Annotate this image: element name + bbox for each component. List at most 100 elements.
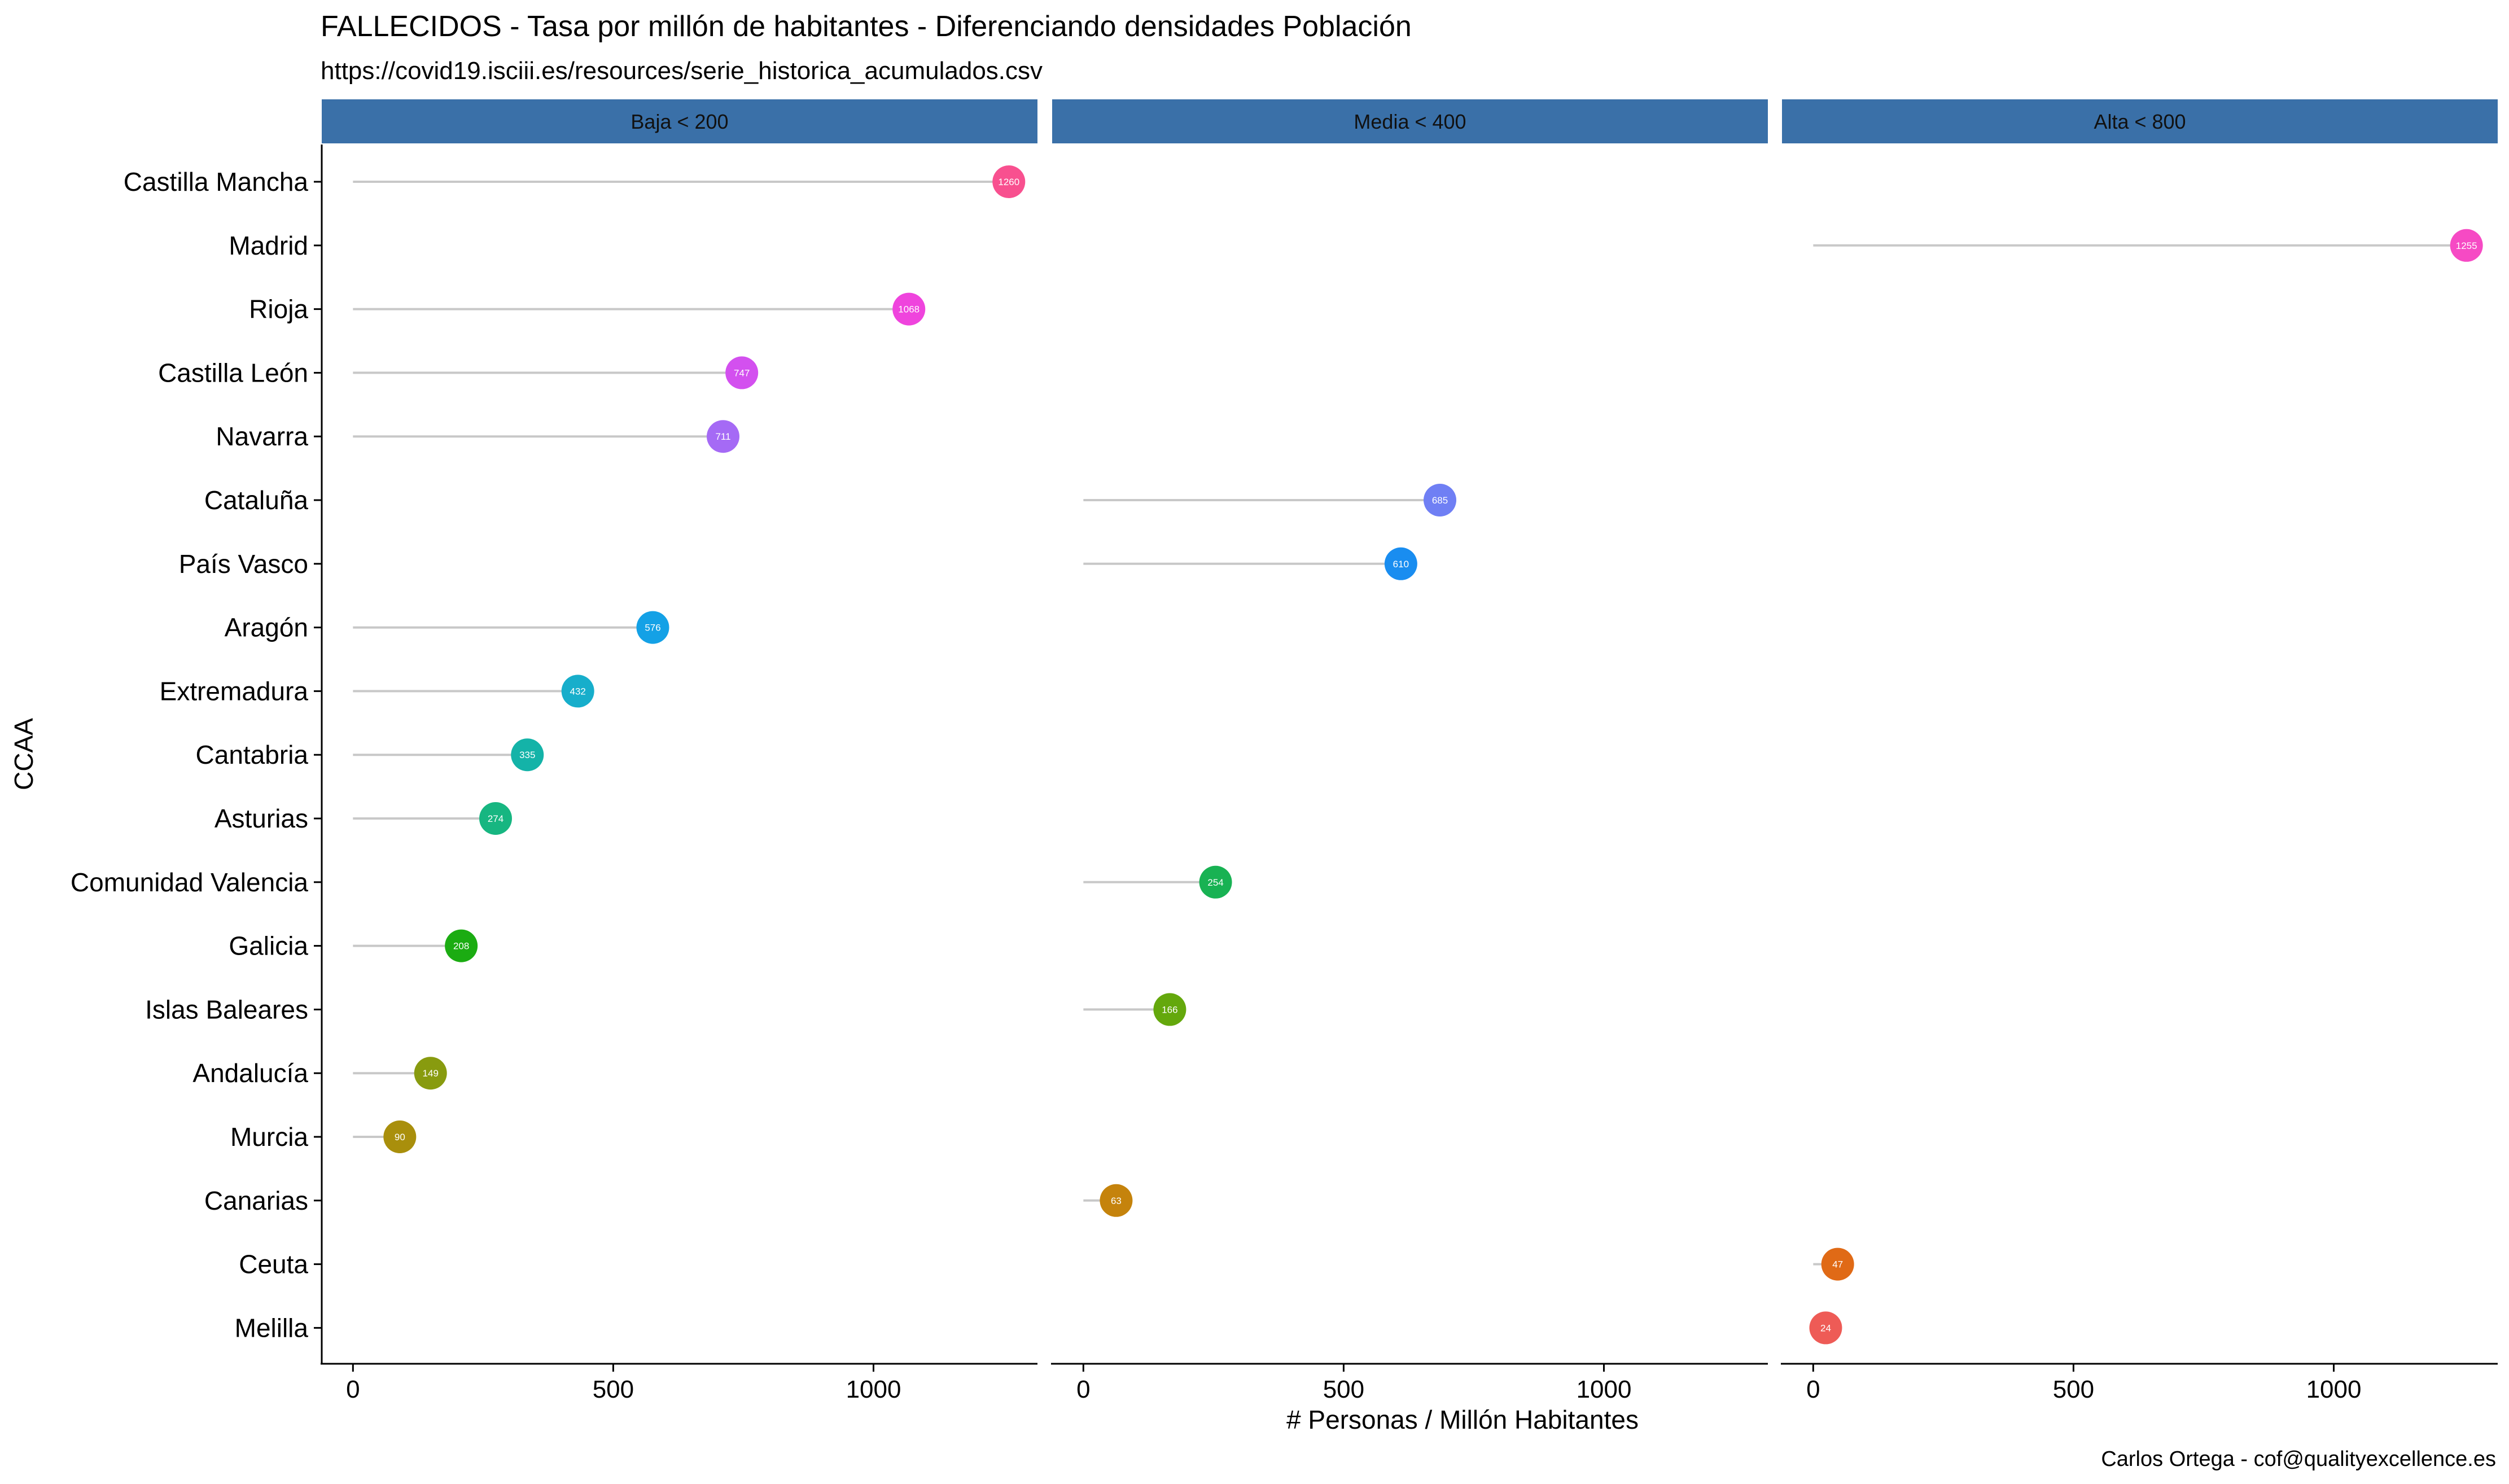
y-tick-label: Comunidad Valencia	[71, 868, 308, 897]
data-label: 208	[453, 941, 469, 952]
y-tick-label: Cataluña	[204, 485, 309, 515]
y-tick-label: Cantabria	[196, 740, 309, 769]
data-label: 685	[1432, 495, 1448, 506]
lollipop-dot	[992, 165, 1026, 198]
lollipop: 747	[353, 356, 759, 389]
y-tick-label: Rioja	[249, 295, 308, 324]
lollipop-dot	[479, 802, 513, 835]
lollipop: 610	[1083, 547, 1417, 580]
lollipop: 47	[1813, 1247, 1854, 1281]
data-label: 1255	[2456, 240, 2477, 251]
y-axis-title: CCAA	[9, 718, 38, 790]
y-tick-label: Extremadura	[160, 676, 309, 706]
lollipop: 166	[1083, 993, 1186, 1026]
y-tick-label: Castilla Mancha	[124, 167, 309, 196]
data-label: 47	[1832, 1259, 1843, 1270]
facet-panel: Alta < 800 0 500 1000	[1781, 99, 2498, 1403]
facet-strip-label: Alta < 800	[2094, 110, 2186, 133]
lollipop: 1260	[353, 165, 1026, 198]
x-tick-label: 1000	[1577, 1376, 1632, 1403]
facet-panel: Media < 400 0 500 1000	[1051, 99, 1768, 1403]
lollipop: 1068	[353, 292, 926, 326]
x-tick-label: 0	[346, 1376, 360, 1403]
chart-title: FALLECIDOS - Tasa por millón de habitant…	[321, 10, 1412, 43]
lollipop-dot	[636, 611, 669, 644]
data-label: 166	[1162, 1004, 1177, 1015]
y-tick-label: Canarias	[204, 1186, 308, 1215]
lollipop: 335	[353, 738, 544, 772]
x-tick-label: 1000	[2306, 1376, 2362, 1403]
lollipop: 24	[1809, 1311, 1842, 1345]
lollipop: 63	[1083, 1184, 1133, 1217]
lollipop: 685	[1083, 484, 1457, 516]
x-tick-label: 500	[593, 1376, 634, 1403]
y-tick-label: Islas Baleares	[145, 995, 308, 1024]
y-tick-label: Galicia	[229, 931, 308, 961]
lollipop-dot	[561, 675, 594, 708]
lollipop-dot	[1384, 547, 1417, 580]
y-tick-label: Navarra	[216, 422, 308, 451]
lollipop: 711	[353, 420, 740, 453]
lollipop: 432	[353, 675, 594, 708]
lollipop-dot	[1100, 1184, 1133, 1217]
data-label: 432	[570, 686, 586, 697]
data-label: 335	[519, 750, 535, 760]
facet-panel: Baja < 200 0 500 1000	[321, 99, 1037, 1403]
data-label: 254	[1207, 877, 1223, 888]
lollipop-dot	[1821, 1247, 1854, 1281]
lollipop-dot	[414, 1057, 447, 1090]
y-tick-label: Castilla León	[158, 358, 308, 387]
y-tick-label: Madrid	[229, 231, 308, 260]
chart-subtitle: https://covid19.isciii.es/resources/seri…	[321, 57, 1043, 85]
lollipop: 1255	[1813, 229, 2483, 262]
y-tick-label: País Vasco	[179, 549, 308, 579]
x-axis-title: # Personas / Millón Habitantes	[1286, 1405, 1639, 1434]
x-tick-label: 1000	[846, 1376, 901, 1403]
facet-strip	[1782, 99, 2498, 143]
data-label: 747	[734, 367, 750, 378]
data-label: 90	[395, 1132, 405, 1142]
lollipop: 208	[353, 929, 478, 962]
lollipop-dot	[1809, 1311, 1842, 1345]
lollipop: 576	[353, 611, 669, 644]
lollipop-dot	[707, 420, 740, 453]
lollipop: 254	[1083, 865, 1232, 899]
lollipop-dot	[1153, 993, 1186, 1026]
y-tick-label: Andalucía	[192, 1058, 308, 1088]
y-tick-label: Ceuta	[239, 1250, 308, 1279]
y-tick-label: Murcia	[230, 1122, 308, 1152]
data-label: 1260	[998, 177, 1019, 187]
x-tick-label: 0	[1806, 1376, 1820, 1403]
x-tick-label: 500	[1323, 1376, 1364, 1403]
lollipop: 149	[353, 1057, 447, 1090]
chart-caption: Carlos Ortega - cof@qualityexcellence.es	[2101, 1447, 2496, 1471]
lollipop-dot	[1424, 484, 1457, 516]
lollipop-dot	[892, 292, 926, 326]
y-tick-label: Melilla	[235, 1313, 309, 1342]
lollipop-dot	[445, 929, 478, 962]
lollipop-dot	[2450, 229, 2483, 262]
data-label: 576	[645, 623, 660, 633]
y-axis-labels: Castilla Mancha Madrid Rioja Castilla León N…	[71, 145, 323, 1364]
lollipop-dot	[383, 1120, 417, 1153]
data-label: 1068	[898, 304, 919, 315]
y-tick-label: Asturias	[214, 804, 308, 833]
data-label: 149	[423, 1068, 439, 1079]
data-label: 711	[715, 431, 730, 442]
lollipop-dot	[1199, 865, 1232, 899]
x-tick-label: 500	[2053, 1376, 2094, 1403]
x-tick-label: 0	[1076, 1376, 1090, 1403]
lollipop: 274	[353, 802, 513, 835]
lollipop-dot	[511, 738, 544, 772]
data-label: 24	[1820, 1323, 1831, 1333]
lollipop-dot	[725, 356, 759, 389]
facet-strip	[322, 99, 1037, 143]
facet-strip	[1052, 99, 1768, 143]
facet-strip-label: Media < 400	[1354, 110, 1466, 133]
y-tick-label: Aragón	[225, 613, 308, 642]
lollipop: 90	[353, 1120, 417, 1153]
facet-strip-label: Baja < 200	[630, 110, 728, 133]
data-label: 63	[1111, 1196, 1122, 1206]
